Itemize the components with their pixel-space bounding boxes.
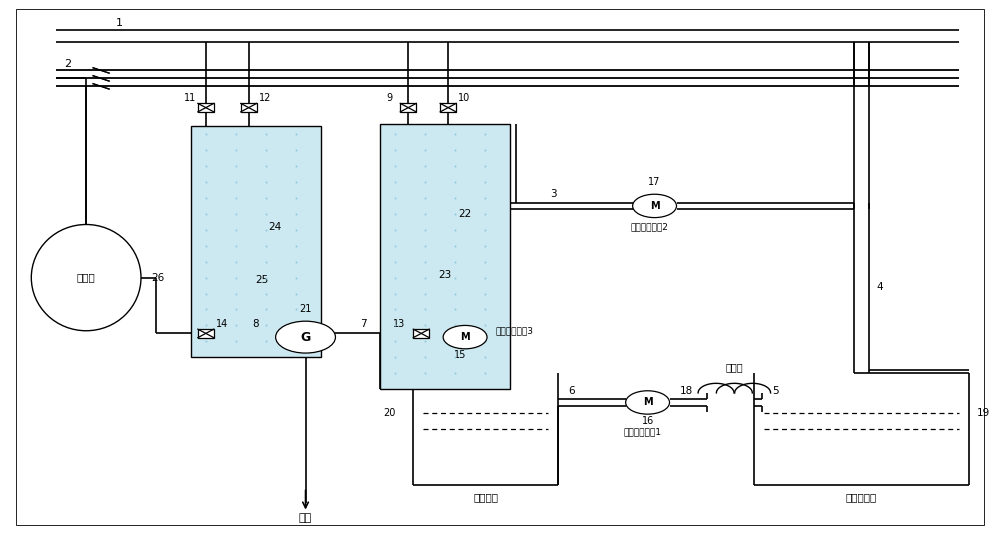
Text: 5: 5 bbox=[772, 387, 778, 396]
Text: 液体驱动装置1: 液体驱动装置1 bbox=[624, 427, 662, 436]
Circle shape bbox=[276, 321, 335, 353]
Ellipse shape bbox=[31, 224, 141, 331]
Bar bbox=[198, 329, 214, 337]
Text: 3: 3 bbox=[550, 190, 556, 199]
Bar bbox=[241, 104, 257, 112]
Text: 8: 8 bbox=[252, 319, 259, 329]
Circle shape bbox=[633, 194, 677, 217]
Circle shape bbox=[443, 325, 487, 349]
Text: M: M bbox=[650, 201, 659, 211]
Text: 26: 26 bbox=[151, 273, 164, 282]
Text: 换热器: 换热器 bbox=[726, 362, 743, 372]
Text: 14: 14 bbox=[216, 319, 228, 329]
Text: 6: 6 bbox=[568, 387, 574, 396]
Text: 1: 1 bbox=[116, 18, 123, 28]
Text: 13: 13 bbox=[393, 319, 406, 329]
Bar bbox=[413, 329, 429, 337]
Text: 23: 23 bbox=[439, 270, 452, 280]
Text: 17: 17 bbox=[648, 177, 661, 187]
Text: 液体驱动装置2: 液体驱动装置2 bbox=[631, 222, 669, 231]
Text: 25: 25 bbox=[256, 276, 269, 285]
Text: 18: 18 bbox=[680, 387, 693, 396]
Text: 15: 15 bbox=[454, 350, 466, 360]
Text: G: G bbox=[300, 331, 311, 343]
Text: 19: 19 bbox=[977, 408, 990, 418]
Text: 16: 16 bbox=[641, 415, 654, 426]
Text: 储气罐: 储气罐 bbox=[77, 273, 96, 282]
Text: 12: 12 bbox=[259, 93, 271, 103]
Text: 9: 9 bbox=[386, 93, 392, 103]
Text: 2: 2 bbox=[64, 59, 71, 69]
Bar bbox=[400, 104, 416, 112]
Text: 21: 21 bbox=[299, 304, 312, 313]
Text: 24: 24 bbox=[269, 222, 282, 232]
Bar bbox=[440, 104, 456, 112]
Text: M: M bbox=[643, 397, 652, 407]
Text: 控温液体源: 控温液体源 bbox=[846, 492, 877, 501]
Bar bbox=[191, 126, 320, 357]
Text: 4: 4 bbox=[876, 281, 883, 292]
Text: 低压水池: 低压水池 bbox=[473, 492, 498, 501]
Text: 22: 22 bbox=[458, 209, 471, 218]
Bar bbox=[380, 123, 510, 389]
Text: 电网: 电网 bbox=[299, 513, 312, 523]
Text: 11: 11 bbox=[184, 93, 196, 103]
Circle shape bbox=[626, 391, 670, 414]
Text: M: M bbox=[460, 332, 470, 342]
Bar bbox=[198, 104, 214, 112]
Text: 液体驱动装置3: 液体驱动装置3 bbox=[495, 326, 533, 335]
Text: 10: 10 bbox=[458, 93, 470, 103]
Text: 20: 20 bbox=[383, 408, 395, 418]
Text: 7: 7 bbox=[360, 319, 367, 329]
